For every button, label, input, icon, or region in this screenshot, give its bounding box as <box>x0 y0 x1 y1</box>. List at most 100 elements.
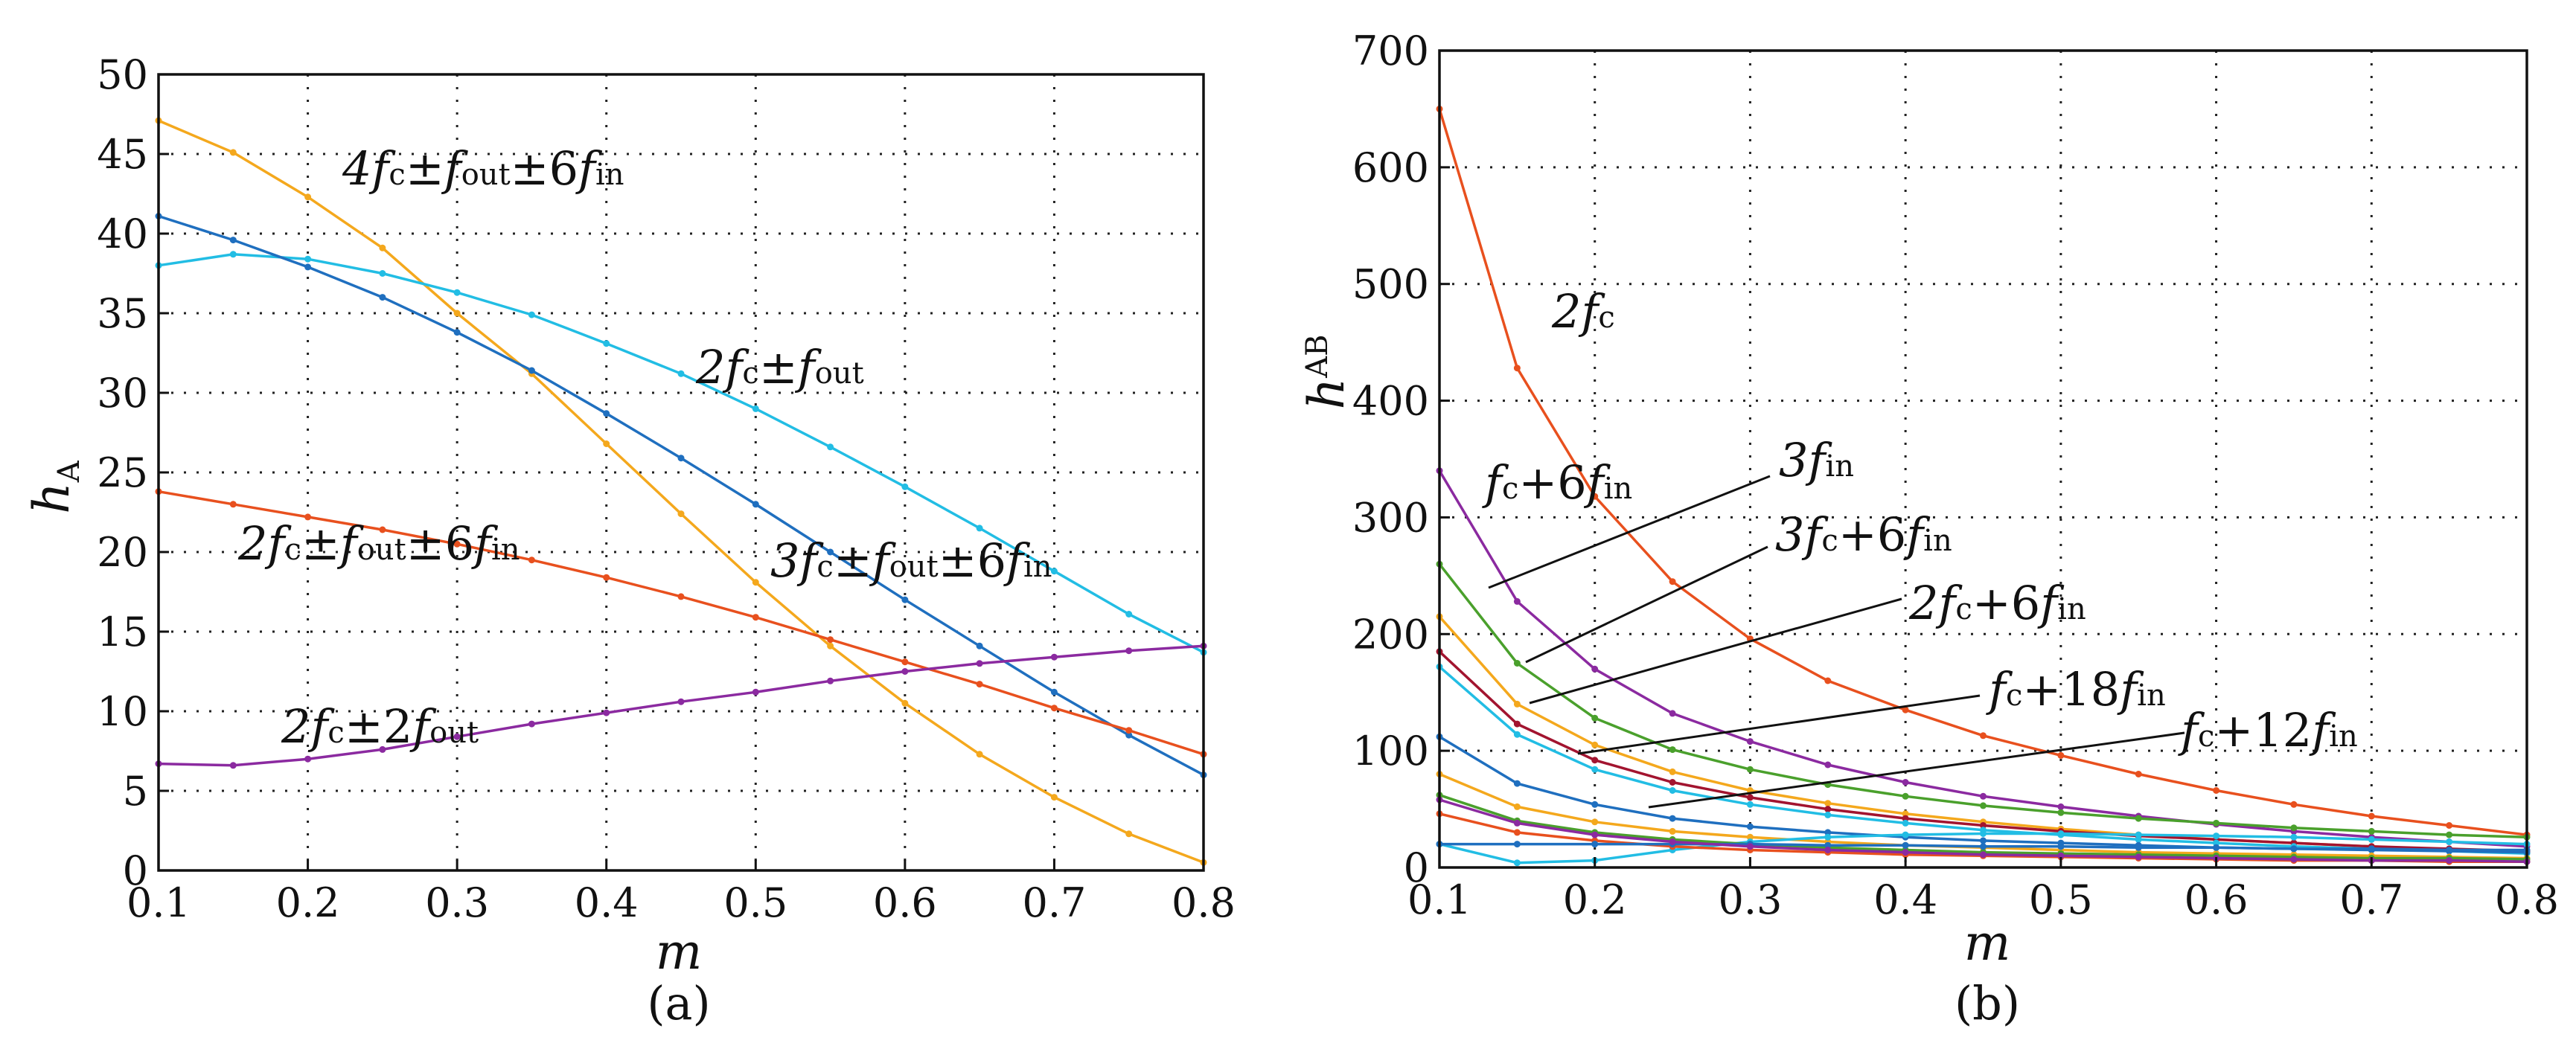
chart-b-series-8-point-13 <box>2446 838 2453 845</box>
chart-b-series-1-point-2 <box>1591 665 1599 673</box>
chart-b-series-6-point-3 <box>1669 815 1676 822</box>
chart-b-series-0-point-1 <box>1513 365 1521 372</box>
chart-b-series-1-point-6 <box>1902 779 1909 786</box>
chart-a-ylabel: hA <box>23 460 86 514</box>
chart-b-label-3fin: 3fin <box>1779 433 1854 487</box>
chart-b-series-8-point-5 <box>1824 833 1832 841</box>
chart-b-series-2-point-1 <box>1513 700 1521 708</box>
chart-b-series-0-point-7 <box>1980 732 1987 740</box>
chart-b-ytick-label-7: 700 <box>1352 28 1429 74</box>
chart-b-series-0-point-5 <box>1824 677 1832 684</box>
chart-b-series-8-point-11 <box>2290 833 2298 841</box>
chart-b-series-12-point-8 <box>2057 852 2065 859</box>
chart-b-series-0-point-2 <box>1591 493 1599 500</box>
chart-b-series-6-point-4 <box>1746 823 1754 830</box>
chart-b-series-2-point-2 <box>1591 741 1599 748</box>
chart-a-series-0-point-11 <box>976 751 983 758</box>
chart-a-series-2-point-13 <box>1125 731 1133 739</box>
chart-b-label-2fc-6fin: 2fc+6fin <box>1908 576 2086 630</box>
chart-a-xtick-label-7: 0.8 <box>1172 879 1236 926</box>
chart-a-series-3-point-9 <box>827 636 834 644</box>
chart-a-ytick-label-6: 30 <box>97 370 148 417</box>
chart-b-series-7-point-1 <box>1513 803 1521 810</box>
chart-b-series-6-point-2 <box>1591 801 1599 808</box>
chart-a-series-1-point-10 <box>901 483 909 490</box>
chart-b-series-6-point-1 <box>1513 780 1521 787</box>
chart-a-xtick-label-2: 0.3 <box>425 879 489 926</box>
chart-b-xlabel: m <box>1964 914 2011 972</box>
chart-a-ticks: 0.1 0.2 0.3 0.4 0.5 0.6 0.7 0.8 0 5 10 15 20 25 30 35 40… <box>97 51 1236 926</box>
chart-panel-a: 0.1 0.2 0.3 0.4 0.5 0.6 0.7 0.8 0 5 10 15 20 25 30 35 40… <box>23 51 1236 1030</box>
chart-a-series-0-point-9 <box>827 642 834 649</box>
chart-b-xtick-label-7: 0.8 <box>2495 876 2559 923</box>
chart-b-series-11-point-11 <box>2290 845 2298 853</box>
chart-a-series-2-point-3 <box>379 294 386 301</box>
chart-b-series-1-point-1 <box>1513 597 1521 605</box>
chart-a-series-2-point-11 <box>976 642 983 649</box>
chart-a-ytick-label-10: 50 <box>97 51 148 98</box>
chart-b-xtick-label-4: 0.5 <box>2029 876 2093 923</box>
chart-b-series-4-point-1 <box>1513 720 1521 728</box>
chart-a-series-0-point-10 <box>901 699 909 707</box>
chart-b-ytick-label-2: 200 <box>1352 611 1429 658</box>
chart-b-series-0-point-9 <box>2135 771 2142 777</box>
chart-b-series-4-point-4 <box>1746 794 1754 801</box>
chart-b-series-11-point-12 <box>2368 845 2375 853</box>
chart-b-series-11-point-6 <box>1902 841 1909 849</box>
chart-a-series-4-point-5 <box>528 720 535 728</box>
chart-a-series-3-point-6 <box>603 574 610 581</box>
chart-a-series-0-point-12 <box>1050 794 1058 801</box>
chart-a-series-3-point-12 <box>1050 705 1058 712</box>
chart-b-caption: (b) <box>1955 976 2020 1030</box>
chart-a-series-4-point-2 <box>304 755 312 763</box>
chart-b-series-0-point-6 <box>1902 706 1909 713</box>
chart-a-series-2-point-2 <box>304 263 312 271</box>
chart-b-series-0-point-10 <box>2213 787 2220 794</box>
chart-b-series-12-point-9 <box>2135 853 2142 861</box>
chart-b-series-3-point-3 <box>1669 746 1676 754</box>
chart-a-series-3-point-2 <box>304 513 312 521</box>
chart-a-xtick-label-1: 0.2 <box>276 879 340 926</box>
chart-b-ytick-label-1: 100 <box>1352 728 1429 774</box>
chart-b-series-12-point-2 <box>1591 831 1599 838</box>
chart-b-series-3-point-11 <box>2290 824 2298 832</box>
chart-a-xtick-label-5: 0.6 <box>873 879 937 926</box>
chart-b-series-8-point-9 <box>2135 831 2142 838</box>
chart-a-series-0-point-1 <box>229 149 237 156</box>
chart-a-series-1-point-6 <box>603 340 610 347</box>
chart-b-series-11-point-5 <box>1824 841 1832 849</box>
chart-b-series-0-point-11 <box>2290 801 2298 808</box>
chart-a-series-4-point-7 <box>677 698 685 705</box>
chart-b-xtick-label-5: 0.6 <box>2185 876 2249 923</box>
chart-b-leader-3fin <box>1488 475 1771 589</box>
chart-b-series-7-point-2 <box>1591 818 1599 826</box>
chart-b-series-3-point-9 <box>2135 815 2142 822</box>
chart-b-series-1-point-3 <box>1669 710 1676 717</box>
chart-b-series-10-point-1 <box>1513 829 1521 836</box>
chart-a-series-2-point-4 <box>453 329 461 336</box>
chart-a-ytick-label-5: 25 <box>97 449 148 496</box>
chart-a-series-4-point-8 <box>752 688 759 696</box>
chart-a-series-3-point-7 <box>677 593 685 600</box>
chart-b-series-4-point-2 <box>1591 757 1599 764</box>
chart-b-series-12-point-6 <box>1902 849 1909 856</box>
chart-b-ytick-label-4: 400 <box>1352 378 1429 425</box>
chart-a-series-line-1 <box>158 253 1204 654</box>
chart-b-series-0-point-13 <box>2446 822 2453 829</box>
chart-a-ytick-label-2: 10 <box>97 688 148 735</box>
chart-b-ytick-label-3: 300 <box>1352 494 1429 541</box>
chart-b-series-0-point-3 <box>1669 578 1676 586</box>
chart-b-series-11-point-8 <box>2057 843 2065 850</box>
chart-a-series-0-point-6 <box>603 440 610 447</box>
chart-b-frame <box>1438 49 2528 869</box>
chart-b-ytick-label-6: 600 <box>1352 144 1429 191</box>
chart-b-leader-3fc-6fin <box>1525 545 1768 664</box>
chart-a-series-1-point-1 <box>229 251 237 258</box>
chart-a-series-1-point-13 <box>1125 611 1133 617</box>
chart-a-caption: (a) <box>647 976 710 1030</box>
chart-a-series-2-point-5 <box>528 367 535 374</box>
chart-a-series-4-point-3 <box>379 745 386 753</box>
chart-b-series-5-point-5 <box>1824 811 1832 818</box>
chart-b-series-1-point-7 <box>1980 792 1987 800</box>
